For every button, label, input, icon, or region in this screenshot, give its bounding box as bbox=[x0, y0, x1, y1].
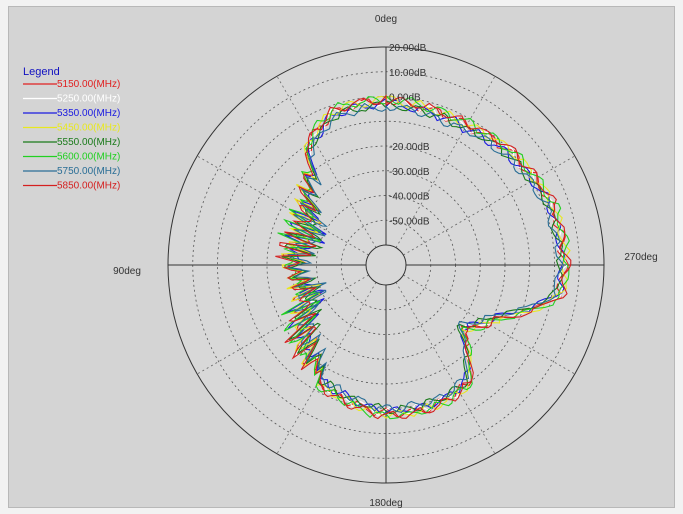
polar-spoke bbox=[276, 282, 377, 454]
legend-item: 5550.00(MHz) bbox=[57, 137, 120, 148]
series-line-5850 bbox=[275, 94, 572, 420]
angle-label-0: 0deg bbox=[375, 14, 397, 25]
series-layer bbox=[275, 94, 572, 420]
label-layer: 0deg 90deg 180deg 270deg 20.00dB 10.00dB 0.00d… bbox=[113, 14, 658, 509]
legend-item: 5750.00(MHz) bbox=[57, 166, 120, 177]
polar-spoke bbox=[276, 76, 377, 248]
polar-spoke bbox=[395, 76, 496, 248]
ring-label: -20.00dB bbox=[389, 142, 430, 153]
legend-item: 5600.00(MHz) bbox=[57, 152, 120, 163]
legend-item: 5350.00(MHz) bbox=[57, 108, 120, 119]
legend-item: 5450.00(MHz) bbox=[57, 123, 120, 134]
plot-panel: 0deg 90deg 180deg 270deg 20.00dB 10.00dB 0.00d… bbox=[8, 6, 675, 509]
legend-item: 5250.00(MHz) bbox=[57, 94, 120, 105]
polar-center-hole bbox=[365, 244, 407, 286]
angle-label-270: 270deg bbox=[624, 252, 657, 263]
series-line-5600 bbox=[277, 94, 570, 420]
series-line-5250 bbox=[279, 98, 568, 416]
angle-label-90: 90deg bbox=[113, 266, 141, 277]
polar-chart: 0deg 90deg 180deg 270deg 20.00dB 10.00dB 0.00d… bbox=[23, 14, 658, 509]
ring-label: -30.00dB bbox=[389, 167, 430, 178]
series-line-5750 bbox=[287, 102, 565, 414]
legend-title: Legend bbox=[23, 66, 60, 78]
ring-label: 10.00dB bbox=[389, 68, 427, 79]
series-line-5550 bbox=[281, 100, 563, 415]
polar-spoke bbox=[197, 155, 369, 256]
polar-spoke bbox=[395, 282, 496, 454]
ring-label: 20.00dB bbox=[389, 43, 427, 54]
ring-label: 0.00dB bbox=[389, 93, 421, 104]
angle-label-180: 180deg bbox=[369, 498, 402, 509]
ring-label: -40.00dB bbox=[389, 192, 430, 203]
legend-item: 5850.00(MHz) bbox=[57, 181, 120, 192]
legend-item: 5150.00(MHz) bbox=[57, 79, 120, 90]
ring-label: -50.00dB bbox=[389, 216, 430, 227]
polar-spoke bbox=[197, 274, 369, 375]
